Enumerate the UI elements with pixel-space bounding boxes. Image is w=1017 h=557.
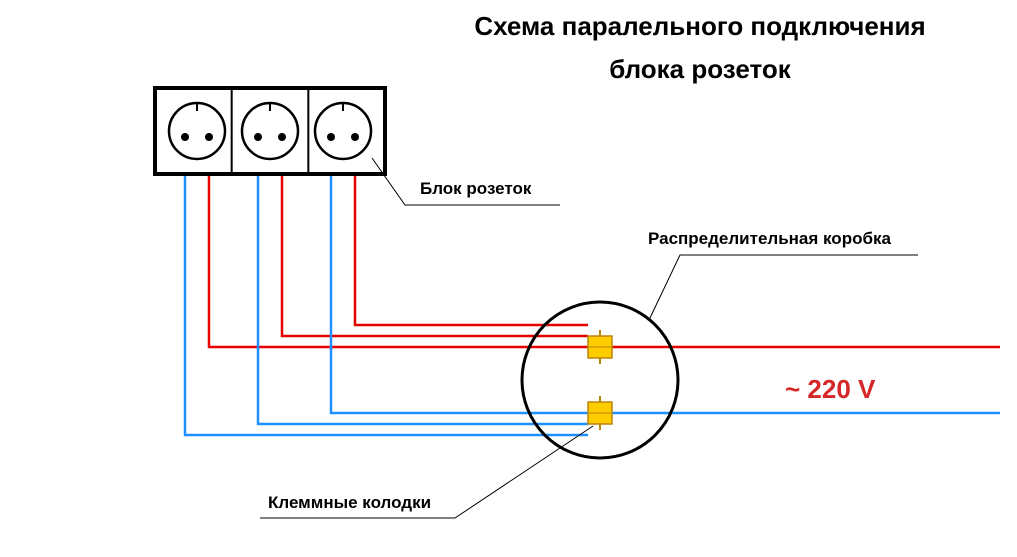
wire-red-2 bbox=[355, 145, 588, 325]
label-terminal-blocks: Клеммные колодки bbox=[268, 493, 431, 512]
label-junction-box: Распределительная коробка bbox=[648, 229, 891, 248]
callout-junction_box bbox=[649, 255, 918, 320]
label-voltage: ~ 220 V bbox=[785, 374, 876, 404]
wiring-diagram: Схема паралельного подключения блока розе… bbox=[0, 0, 1017, 557]
socket-0 bbox=[169, 103, 225, 159]
title-line2: блока розеток bbox=[609, 54, 792, 84]
junction-box bbox=[522, 302, 678, 458]
title-line1: Схема паралельного подключения bbox=[474, 11, 925, 41]
socket-0-pin-r bbox=[205, 133, 213, 141]
socket-1 bbox=[242, 103, 298, 159]
socket-1-pin-r bbox=[278, 133, 286, 141]
socket-1-pin-l bbox=[254, 133, 262, 141]
label-socket-block: Блок розеток bbox=[420, 179, 532, 198]
socket-2-pin-r bbox=[351, 133, 359, 141]
socket-0-pin-l bbox=[181, 133, 189, 141]
socket-2-pin-l bbox=[327, 133, 335, 141]
socket-2 bbox=[315, 103, 371, 159]
